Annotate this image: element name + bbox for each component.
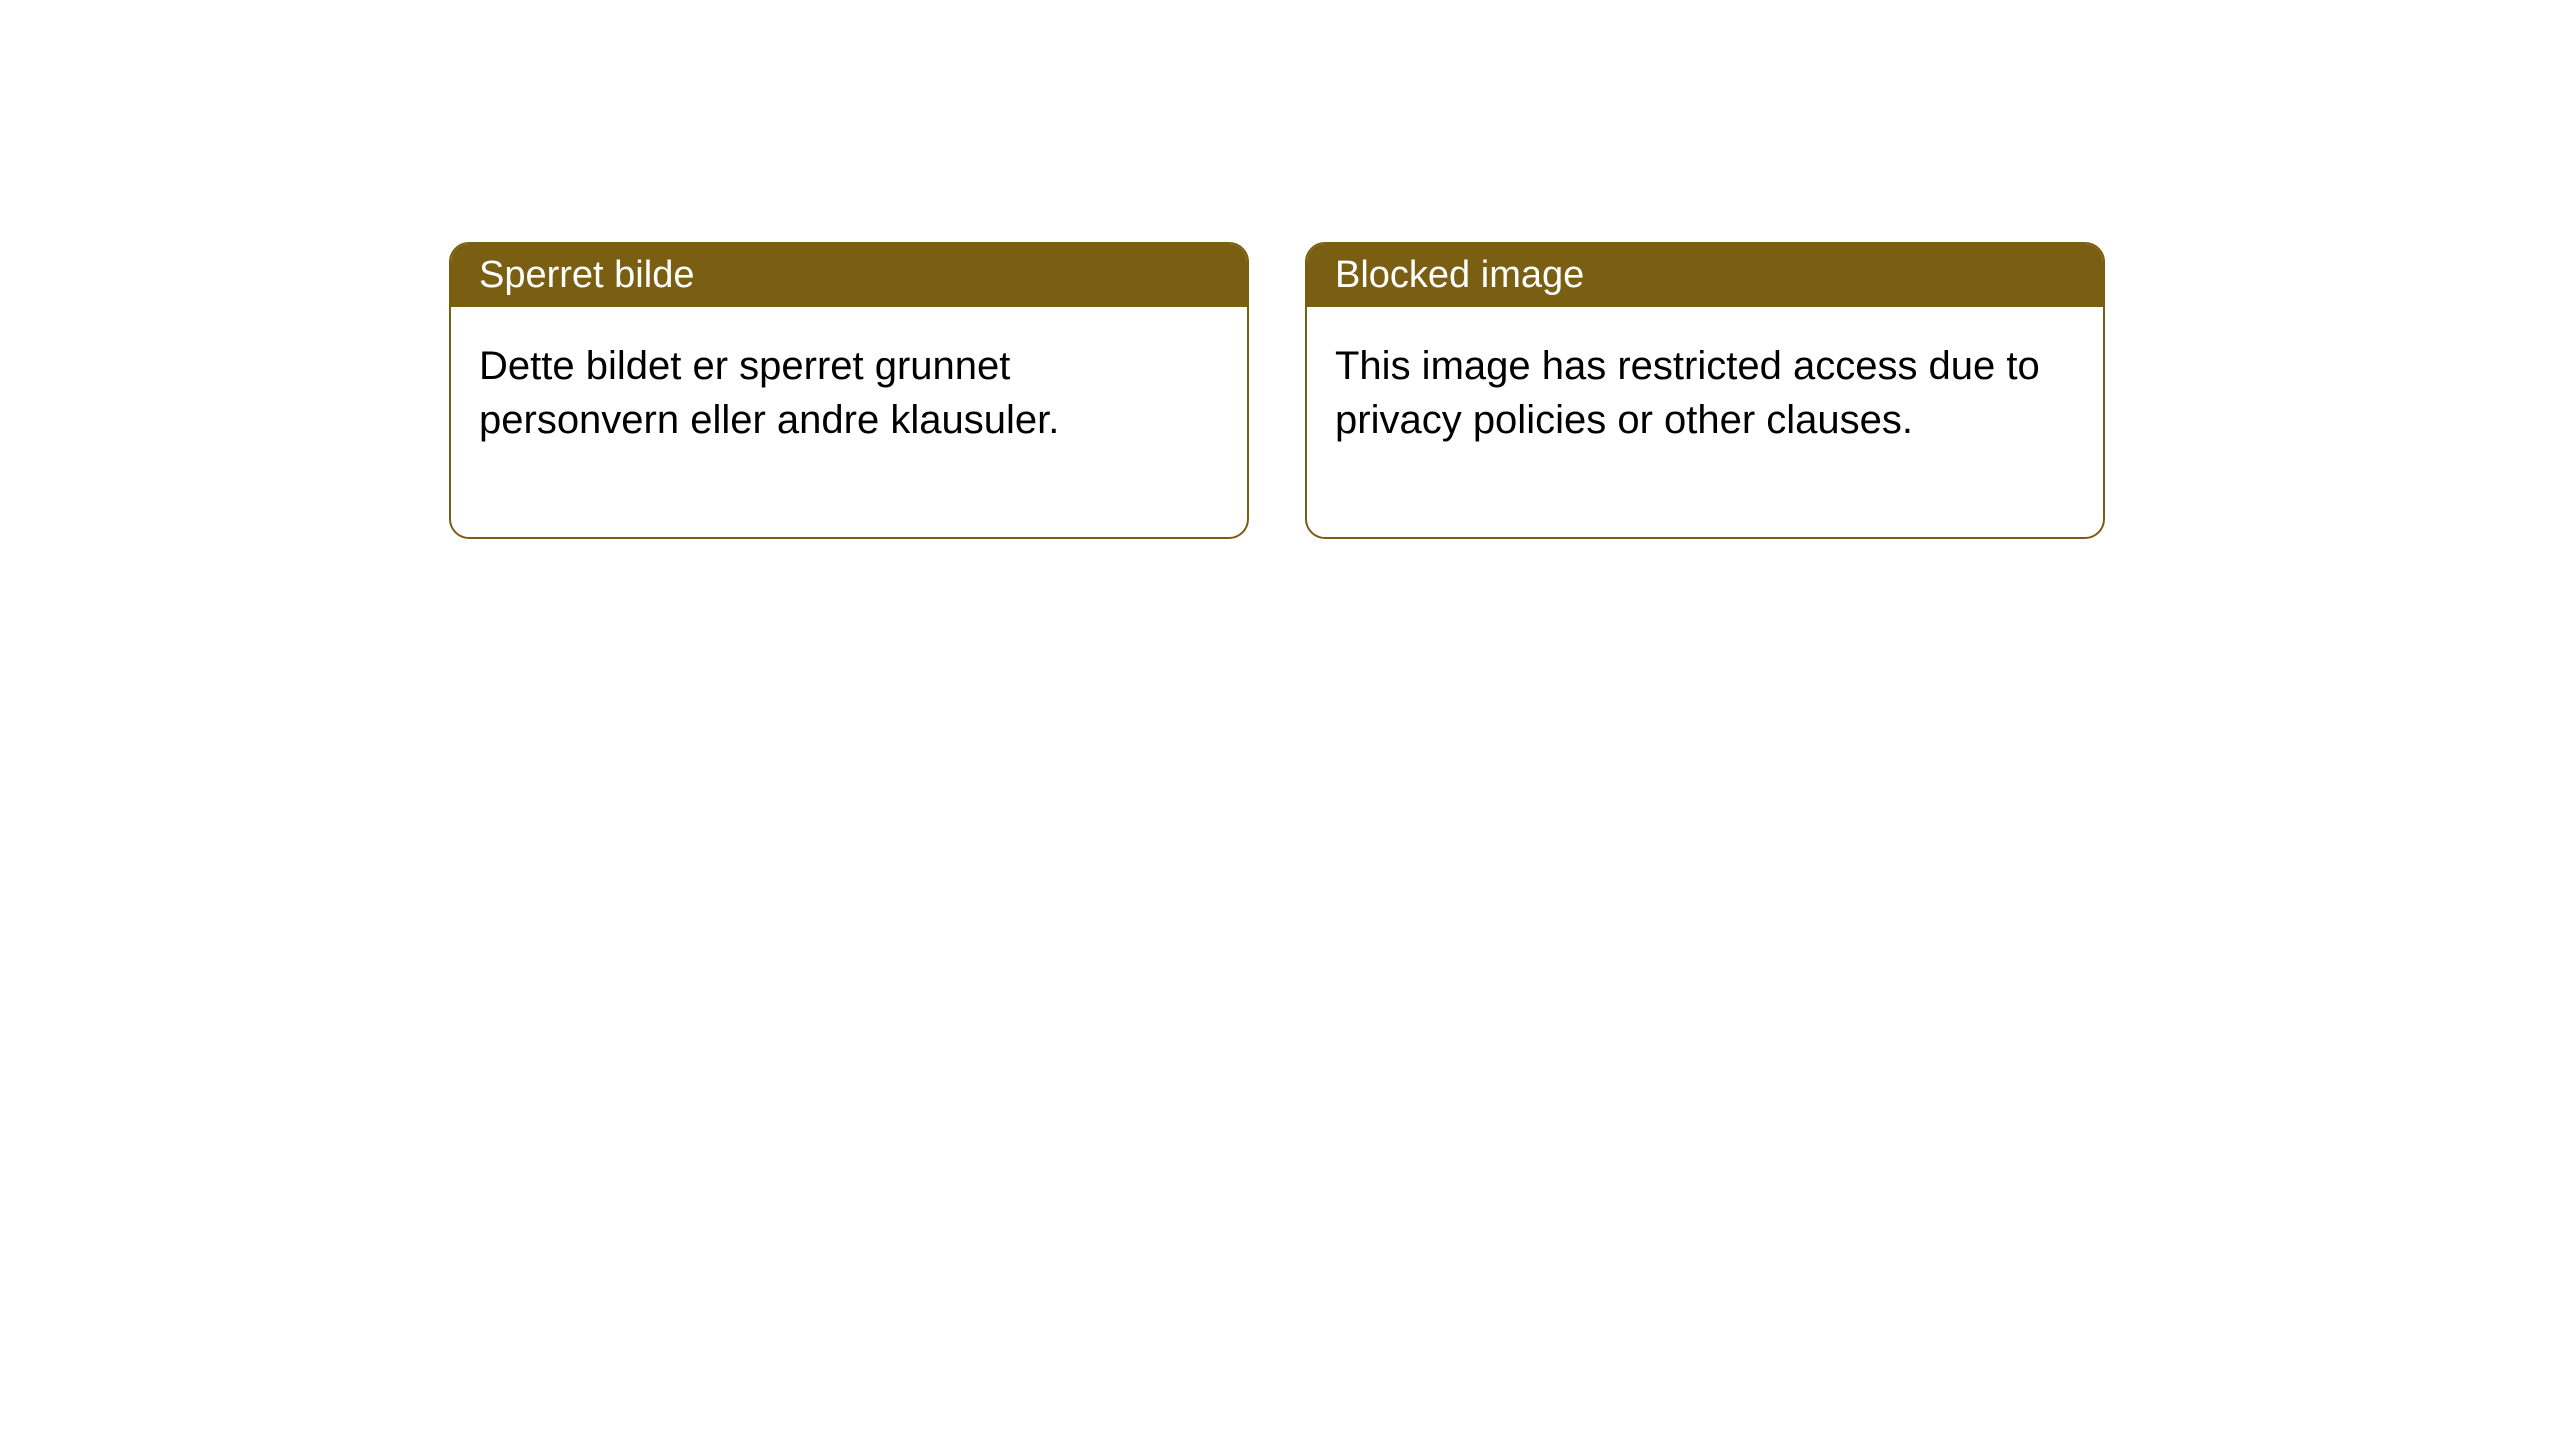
notice-card-norwegian: Sperret bilde Dette bildet er sperret gr…	[449, 242, 1249, 539]
card-body-text: This image has restricted access due to …	[1335, 344, 2040, 442]
card-body: This image has restricted access due to …	[1307, 307, 2103, 537]
card-body: Dette bildet er sperret grunnet personve…	[451, 307, 1247, 537]
card-header: Sperret bilde	[451, 244, 1247, 307]
notice-cards-container: Sperret bilde Dette bildet er sperret gr…	[449, 242, 2105, 539]
card-body-text: Dette bildet er sperret grunnet personve…	[479, 344, 1059, 442]
card-header: Blocked image	[1307, 244, 2103, 307]
card-header-text: Sperret bilde	[479, 254, 694, 296]
notice-card-english: Blocked image This image has restricted …	[1305, 242, 2105, 539]
card-header-text: Blocked image	[1335, 254, 1584, 296]
